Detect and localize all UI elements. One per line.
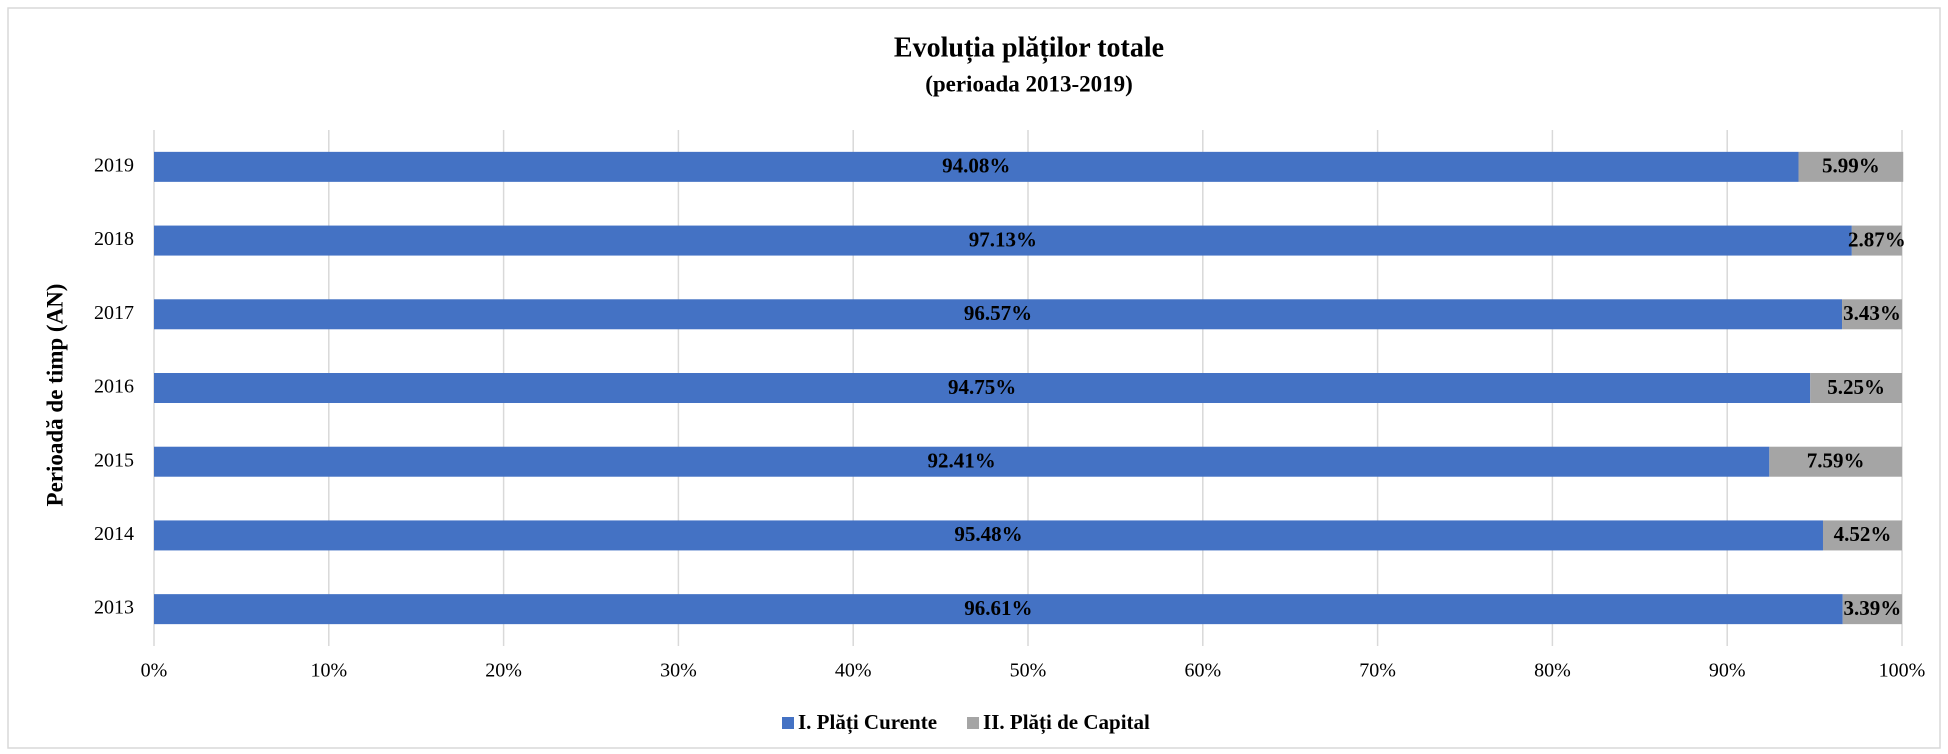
data-label: 3.43% [1843,301,1901,325]
x-tick-label: 100% [1879,660,1926,682]
data-label: 5.25% [1827,375,1885,399]
data-label: 7.59% [1807,449,1865,473]
data-label: 94.08% [942,154,1010,178]
bar-segment [154,594,1843,625]
legend-swatch [967,717,980,729]
y-tick-label: 2018 [94,228,134,250]
data-label: 95.48% [954,522,1022,546]
data-label: 96.61% [964,596,1032,620]
y-axis-label: Perioadă de timp (AN) [42,284,67,507]
data-label: 2.87% [1848,227,1906,251]
data-label: 94.75% [948,375,1016,399]
data-label: 5.99% [1822,154,1880,178]
data-label: 97.13% [969,227,1037,251]
data-label: 92.41% [928,449,996,473]
x-tick-label: 90% [1709,660,1746,682]
y-tick-label: 2013 [94,597,134,619]
bar-segment [1842,594,1902,625]
x-tick-label: 20% [485,660,522,682]
chart-title: Evoluția plăților totale [894,32,1164,63]
x-tick-label: 0% [141,660,168,682]
legend-label: I. Plăți Curente [798,710,937,735]
bar-segment [1851,225,1902,256]
bar-segment [154,151,1799,182]
bar-segment [1798,151,1904,182]
data-label: 4.52% [1834,522,1892,546]
bar-segment [1842,299,1902,330]
x-tick-label: 80% [1534,660,1571,682]
bar-segment [1810,373,1902,403]
y-tick-label: 2017 [94,302,134,324]
x-tick-label: 70% [1359,660,1396,682]
y-tick-label: 2015 [94,449,134,471]
bar-segment [154,299,1843,330]
y-tick-label: 2019 [94,154,134,176]
bar-segment [154,225,1852,256]
bar-segment [154,373,1811,403]
legend-label: II. Plăți de Capital [983,710,1150,735]
x-tick-label: 10% [310,660,347,682]
x-tick-label: 40% [835,660,872,682]
y-tick-label: 2014 [94,523,134,545]
chart-subtitle: (perioada 2013-2019) [925,71,1133,96]
bar-segment [1769,446,1902,477]
x-tick-label: 60% [1184,660,1221,682]
x-tick-label: 30% [660,660,697,682]
bar-segment [1822,520,1902,551]
x-tick-label: 50% [1010,660,1047,682]
y-tick-label: 2016 [94,376,134,398]
data-label: 3.39% [1843,596,1901,620]
bar-segment [154,520,1823,551]
legend-swatch [782,717,794,729]
bar-segment [154,446,1770,477]
data-label: 96.57% [964,301,1032,325]
